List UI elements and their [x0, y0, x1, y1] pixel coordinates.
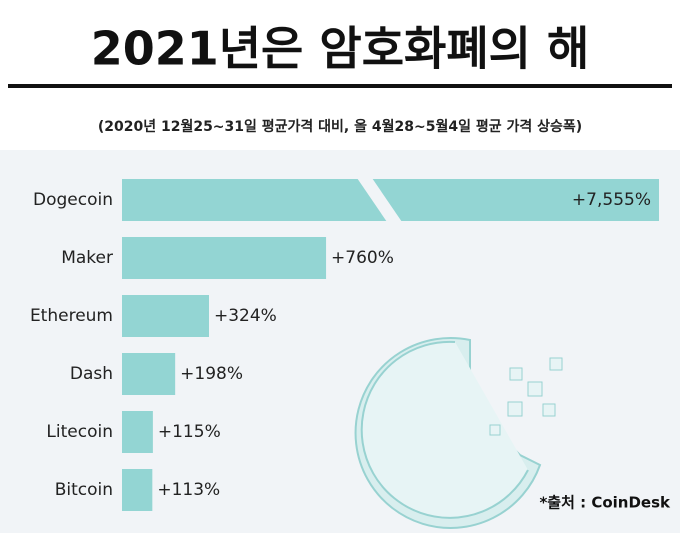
header-background: [0, 0, 680, 150]
bar: [122, 411, 153, 453]
chart-title: 2021년은 암호화폐의 해: [91, 22, 590, 76]
y-tick-label: Bitcoin: [55, 480, 113, 500]
y-tick-label: Litecoin: [46, 422, 113, 442]
y-tick-label: Dash: [70, 364, 113, 384]
bar: [122, 353, 176, 395]
value-label: +7,555%: [572, 190, 651, 210]
value-label: +760%: [331, 248, 394, 268]
coin-illustration: [354, 337, 563, 529]
chart-subtitle: (2020년 12월25~31일 평균가격 대비, 올 4월28~5월4일 평균…: [98, 118, 582, 135]
y-tick-label: Dogecoin: [33, 190, 113, 210]
y-tick-label: Ethereum: [30, 306, 113, 326]
y-tick-label: Maker: [61, 248, 113, 268]
axis-break: [357, 178, 402, 222]
bar: [122, 295, 209, 337]
source-note: *출처 : CoinDesk: [539, 494, 671, 512]
value-label: +113%: [157, 480, 220, 500]
bar: [122, 469, 153, 511]
value-label: +324%: [214, 306, 277, 326]
value-label: +115%: [158, 422, 221, 442]
bar: [122, 237, 327, 279]
value-label: +198%: [180, 364, 243, 384]
